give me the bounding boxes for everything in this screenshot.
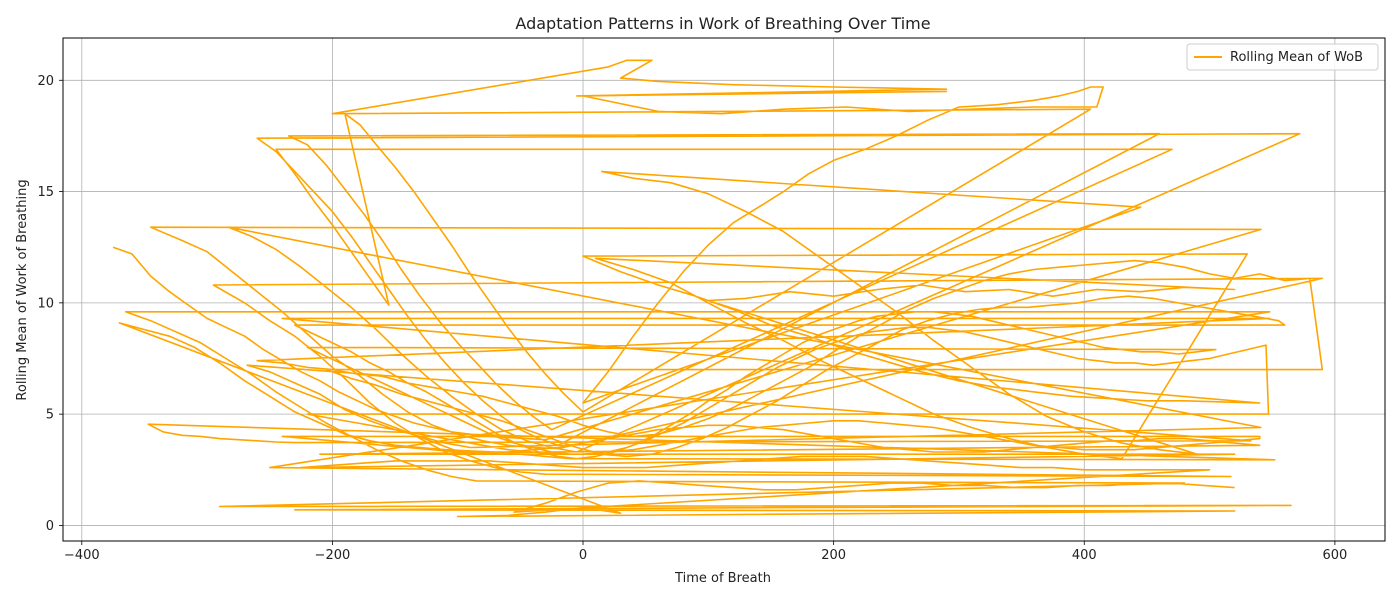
x-tick-label: 400 — [1072, 548, 1097, 563]
axis-ticks: −400 −200 0 200 400 600 0 5 10 15 20 — [37, 74, 1347, 563]
y-axis-label: Rolling Mean of Work of Breathing — [15, 179, 30, 400]
legend-box — [1186, 43, 1379, 71]
y-tick-label: 5 — [46, 408, 54, 423]
legend-label: Rolling Mean of WoB — [1230, 50, 1363, 65]
x-tick-label: −400 — [64, 548, 100, 563]
x-tick-label: 600 — [1322, 548, 1347, 563]
y-tick-label: 15 — [37, 185, 54, 200]
legend: Rolling Mean of WoB — [1186, 43, 1379, 71]
x-tick-label: 0 — [579, 548, 587, 563]
series-line — [112, 59, 1324, 518]
chart-title: Adaptation Patterns in Work of Breathing… — [515, 14, 930, 33]
y-tick-label: 20 — [37, 74, 54, 89]
y-tick-label: 0 — [46, 519, 54, 534]
x-tick-label: 200 — [821, 548, 846, 563]
x-axis-label: Time of Breath — [674, 571, 771, 586]
plot-frame — [62, 37, 1386, 542]
x-tick-label: −200 — [315, 548, 351, 563]
y-tick-label: 10 — [37, 296, 54, 311]
gridlines — [63, 38, 1385, 541]
series-layer — [112, 59, 1324, 518]
